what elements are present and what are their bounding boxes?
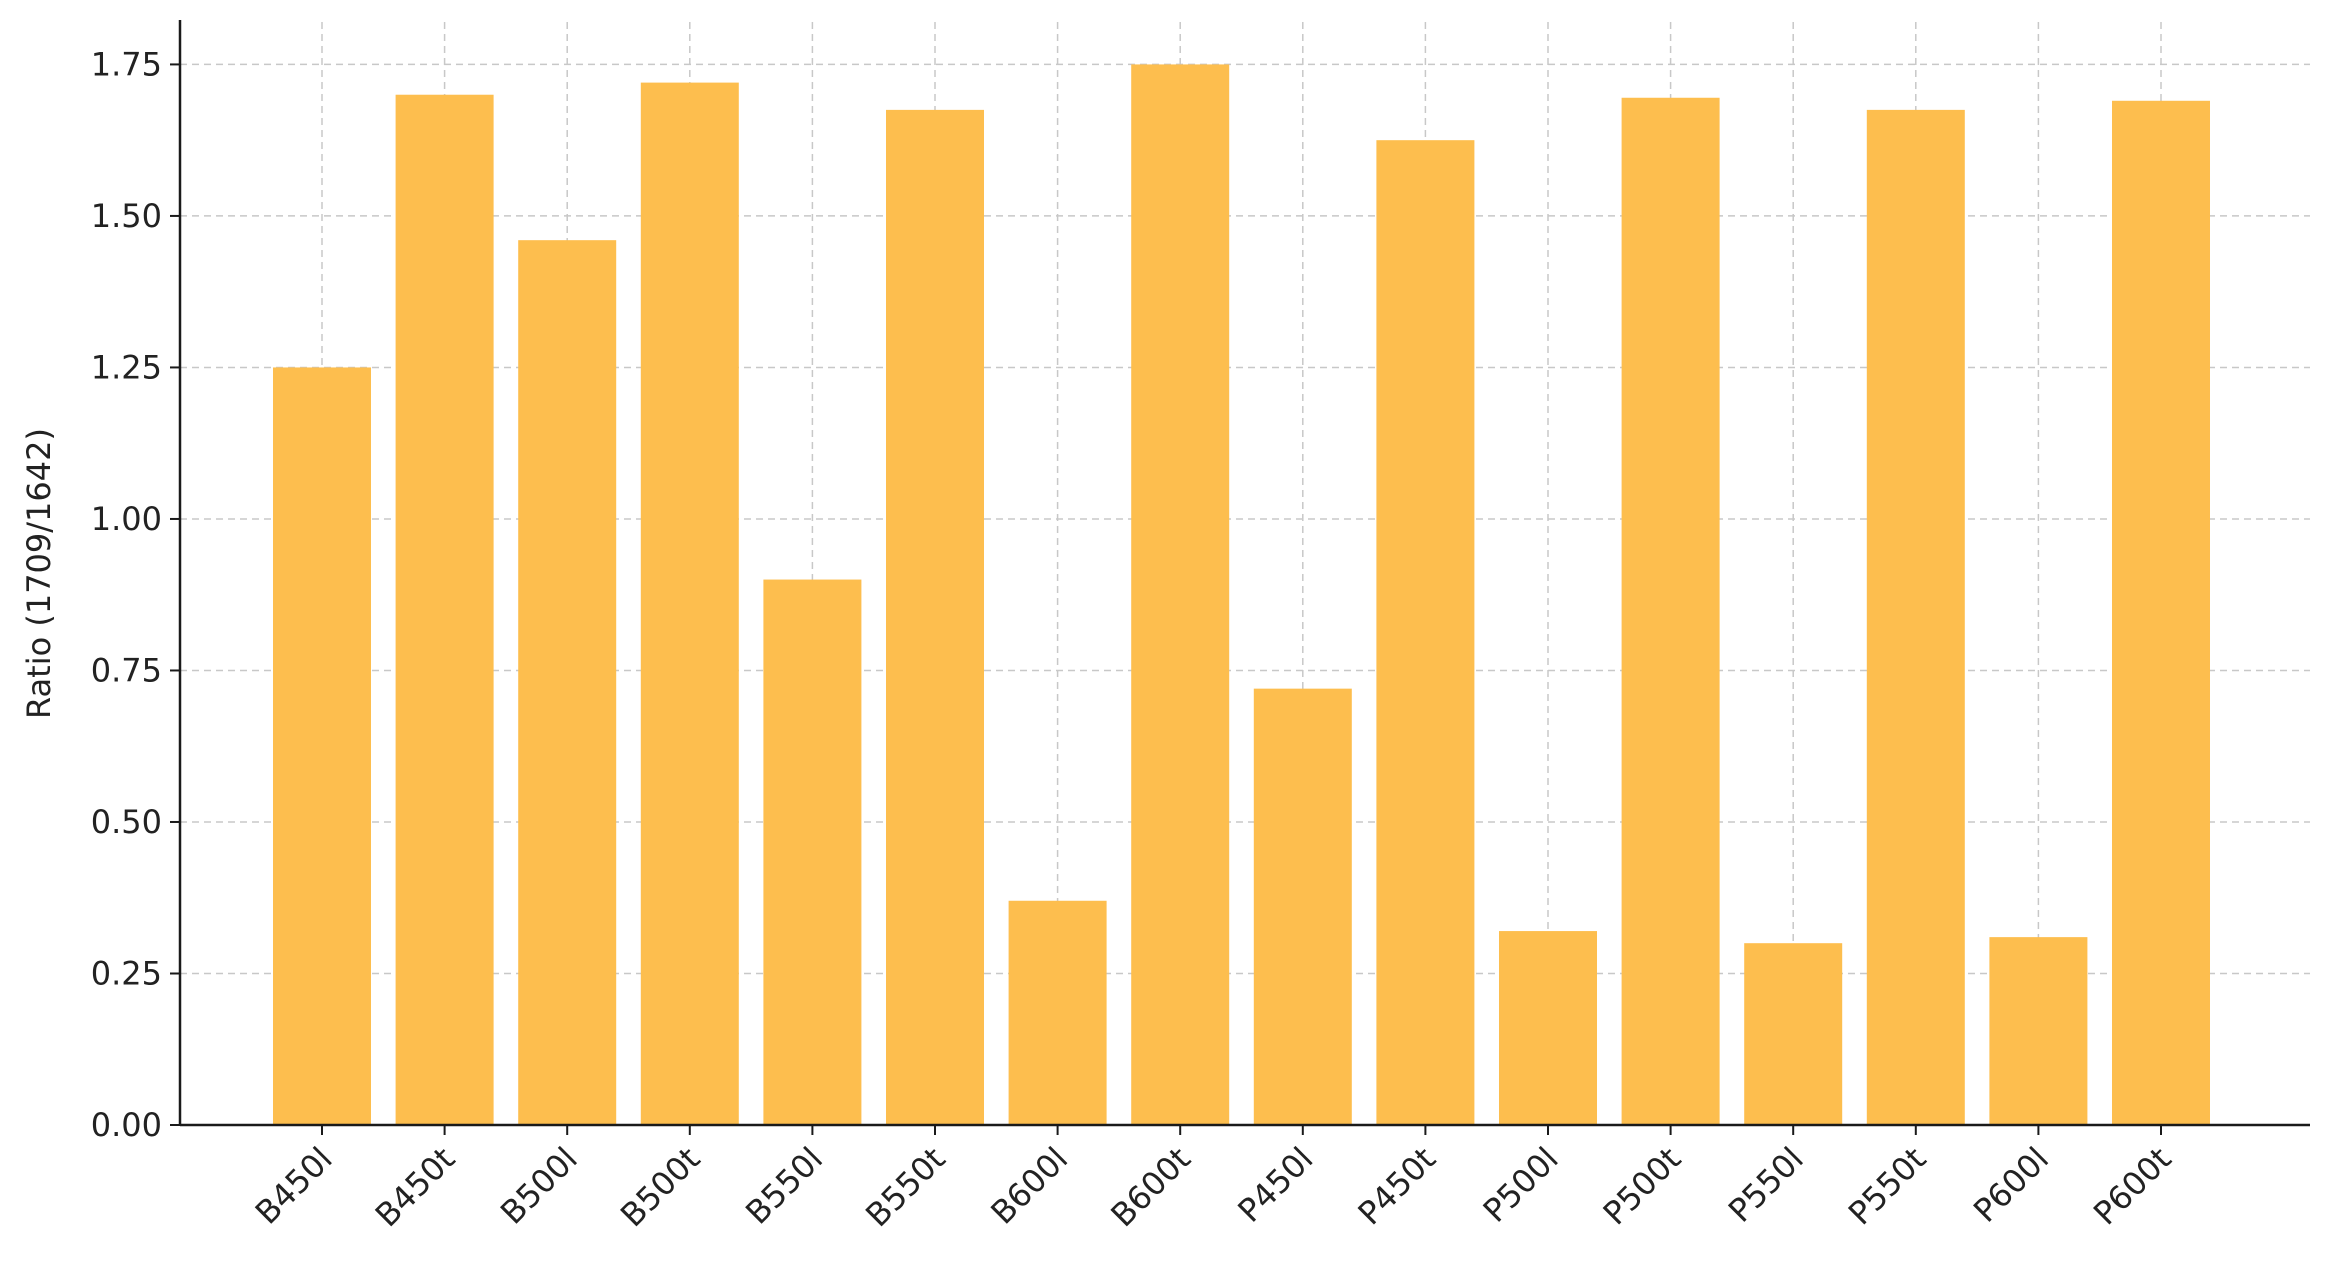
axes-layer <box>178 20 2310 1127</box>
bar-p500l <box>1499 931 1597 1125</box>
x-tick-label: P550t <box>1841 1140 1934 1233</box>
x-tick-label: P600t <box>2086 1140 2179 1233</box>
y-tick-label: 0.25 <box>91 954 162 992</box>
bar-p600t <box>2112 100 2210 1125</box>
x-tick-label: P600l <box>1966 1140 2056 1230</box>
bar-p450l <box>1253 688 1352 1125</box>
y-ticks: 0.00 0.25 0.50 0.75 1.00 1.25 1.50 1.75 <box>91 45 180 1144</box>
bar-b500l <box>518 240 617 1125</box>
bar-b600l <box>1008 900 1107 1125</box>
bar-b550l <box>763 579 862 1125</box>
x-tick-label: B450l <box>248 1140 340 1232</box>
y-tick-label: 1.75 <box>91 45 162 83</box>
x-ticks: B450l B450t B500l B500t B550l B550t B600l B600t… <box>248 1125 2179 1234</box>
bars-layer <box>273 64 2210 1126</box>
x-tick-label: B500t <box>613 1140 707 1234</box>
x-tick-label: B550t <box>858 1140 952 1234</box>
x-tick-label: P500t <box>1596 1140 1689 1233</box>
bar-b600t <box>1131 64 1230 1125</box>
bar-b500t <box>640 82 739 1126</box>
x-tick-label: B500l <box>493 1140 585 1232</box>
x-tick-label: P450l <box>1230 1140 1320 1230</box>
y-axis-label: Ratio (1709/1642) <box>20 428 58 719</box>
bar-p550l <box>1744 943 1843 1125</box>
x-tick-label: B600l <box>983 1140 1075 1232</box>
bar-b450t <box>395 94 494 1126</box>
y-tick-label: 1.50 <box>91 197 162 235</box>
y-tick-label: 0.50 <box>91 803 162 841</box>
x-tick-label: B550l <box>738 1140 830 1232</box>
x-tick-label: P500l <box>1476 1140 1566 1230</box>
x-tick-label: B600t <box>1103 1140 1197 1234</box>
y-tick-label: 0.75 <box>91 651 162 689</box>
x-tick-label: P450t <box>1350 1140 1443 1233</box>
bar-p600l <box>1989 937 2088 1125</box>
y-tick-label: 0.00 <box>91 1106 162 1144</box>
bar-p550t <box>1866 109 1965 1126</box>
bar-p500t <box>1621 97 1720 1125</box>
bar-p450t <box>1376 140 1475 1125</box>
x-tick-label: B450t <box>368 1140 462 1234</box>
x-tick-label: P550l <box>1721 1140 1811 1230</box>
bar-b450l <box>273 367 371 1125</box>
y-tick-label: 1.00 <box>91 500 162 538</box>
y-tick-label: 1.25 <box>91 348 162 386</box>
bar-b550t <box>886 109 984 1126</box>
